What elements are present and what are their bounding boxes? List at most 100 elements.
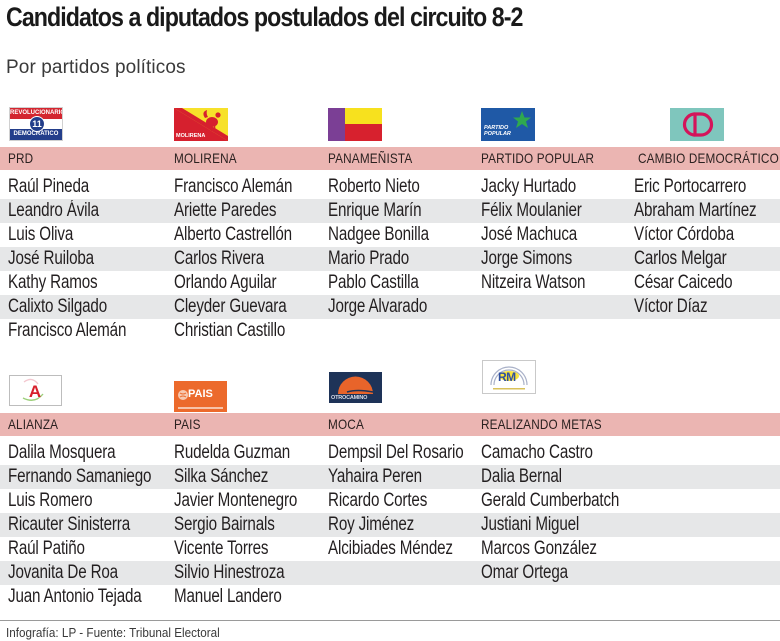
pais-logo-subline — [178, 407, 223, 409]
candidate-name: Alberto Castrellón — [174, 224, 292, 245]
footer-divider — [0, 620, 780, 621]
table-row: José Ruiloba Carlos Rivera Mario Prado J… — [0, 247, 780, 271]
page-subtitle: Por partidos políticos — [6, 57, 186, 78]
page-title: Candidatos a diputados postulados del ci… — [6, 2, 523, 32]
candidate-name: Gerald Cumberbatch — [481, 490, 620, 511]
molirena-logo-icon: MOLIRENA — [174, 108, 228, 141]
candidate-name: Enrique Marín — [328, 200, 422, 221]
candidate-name: Calixto Silgado — [8, 296, 107, 317]
candidate-name: Juan Antonio Tejada — [8, 586, 142, 607]
candidate-name: Dalila Mosquera — [8, 442, 116, 463]
table-row: Jovanita De Roa Silvio Hinestroza Omar O… — [0, 561, 780, 585]
candidate-name: Abraham Martínez — [634, 200, 757, 221]
candidate-name: Silvio Hinestroza — [174, 562, 285, 583]
candidate-name: Camacho Castro — [481, 442, 593, 463]
table-row: Raúl Pineda Francisco Alemán Roberto Nie… — [0, 175, 780, 199]
cambio-democratico-logo-icon — [670, 108, 724, 141]
candidate-name: Francisco Alemán — [8, 320, 127, 341]
globe-icon — [178, 390, 188, 400]
candidate-name: Marcos González — [481, 538, 597, 559]
party-header-molirena: MOLIRENA — [174, 150, 237, 166]
prd-logo-top-text: REVOLUCIONARIO — [10, 108, 62, 119]
pais-logo-icon: PAIS — [174, 381, 227, 412]
candidate-name: Roy Jiménez — [328, 514, 415, 535]
candidate-name: Dempsil Del Rosario — [328, 442, 464, 463]
party-header-pais: PAIS — [174, 416, 201, 432]
candidate-name: Félix Moulanier — [481, 200, 582, 221]
candidates-table-2: Dalila Mosquera Rudelda Guzman Dempsil D… — [0, 441, 780, 609]
party-header-moca: MOCA — [328, 416, 364, 432]
pp-logo-line1: PARTIDO — [484, 125, 509, 131]
candidate-name: Mario Prado — [328, 248, 410, 269]
prd-logo-bottom-text: DEMOCRATICO — [10, 129, 62, 140]
candidate-name: Víctor Díaz — [634, 296, 708, 317]
party-header-prd: PRD — [8, 150, 34, 166]
partido-popular-logo-label: PARTIDO POPULAR — [484, 125, 511, 137]
table-row: Leandro Ávila Ariette Paredes Enrique Ma… — [0, 199, 780, 223]
realizando-metas-logo-icon: RM — [482, 360, 536, 394]
table-row: Luis Romero Javier Montenegro Ricardo Co… — [0, 489, 780, 513]
candidate-name: Roberto Nieto — [328, 176, 420, 197]
candidate-name: Ricardo Cortes — [328, 490, 428, 511]
table-row: Luis Oliva Alberto Castrellón Nadgee Bon… — [0, 223, 780, 247]
candidate-name: Kathy Ramos — [8, 272, 98, 293]
candidate-name: Pablo Castilla — [328, 272, 419, 293]
candidate-name: Rudelda Guzman — [174, 442, 291, 463]
candidate-name: Nadgee Bonilla — [328, 224, 429, 245]
candidate-name: Nitzeira Watson — [481, 272, 586, 293]
candidate-name: Vicente Torres — [174, 538, 269, 559]
candidate-name: Ariette Paredes — [174, 200, 277, 221]
candidates-table-1: Raúl Pineda Francisco Alemán Roberto Nie… — [0, 175, 780, 343]
candidate-name: Luis Oliva — [8, 224, 74, 245]
moca-logo-label: OTROCAMINO — [331, 395, 368, 401]
pais-logo-label: PAIS — [188, 388, 213, 400]
candidate-name: Ricauter Sinisterra — [8, 514, 130, 535]
candidate-name: Luis Romero — [8, 490, 93, 511]
realizando-metas-logo-label: RM — [498, 370, 516, 384]
candidate-name: Sergio Bairnals — [174, 514, 275, 535]
party-header-band: PRD MOLIRENA PANAMEÑISTA PARTIDO POPULAR… — [0, 147, 780, 170]
molirena-logo-label: MOLIRENA — [176, 133, 206, 139]
alianza-logo-letter: A — [29, 382, 41, 401]
candidate-name: Yahaira Peren — [328, 466, 422, 487]
pp-logo-line2: POPULAR — [484, 131, 511, 137]
candidate-name: Justiani Miguel — [481, 514, 580, 535]
candidate-name: Víctor Córdoba — [634, 224, 734, 245]
party-header-panamenista: PANAMEÑISTA — [328, 150, 413, 166]
rooster-icon — [174, 108, 228, 141]
star-icon — [513, 111, 531, 128]
candidate-name: Alcibiades Méndez — [328, 538, 453, 559]
candidate-name: Manuel Landero — [174, 586, 282, 607]
party-header-realizando-metas: REALIZANDO METAS — [481, 416, 602, 432]
candidate-name: César Caicedo — [634, 272, 733, 293]
candidate-name: Carlos Rivera — [174, 248, 264, 269]
candidate-name: José Ruiloba — [8, 248, 94, 269]
table-row: Fernando Samaniego Silka Sánchez Yahaira… — [0, 465, 780, 489]
candidate-name: Eric Portocarrero — [634, 176, 747, 197]
candidate-name: Jovanita De Roa — [8, 562, 118, 583]
alianza-logo-icon: A — [9, 375, 62, 406]
candidate-name: Orlando Aguilar — [174, 272, 277, 293]
candidate-name: Carlos Melgar — [634, 248, 727, 269]
moca-logo-icon: OTROCAMINO — [329, 372, 382, 403]
candidate-name: Christian Castillo — [174, 320, 286, 341]
table-row: Kathy Ramos Orlando Aguilar Pablo Castil… — [0, 271, 780, 295]
panamenista-logo-icon — [328, 108, 382, 141]
candidate-name: Javier Montenegro — [174, 490, 298, 511]
candidate-name: Raúl Pineda — [8, 176, 90, 197]
table-row: Calixto Silgado Cleyder Guevara Jorge Al… — [0, 295, 780, 319]
table-row: Juan Antonio Tejada Manuel Landero — [0, 585, 780, 609]
candidate-name: Cleyder Guevara — [174, 296, 287, 317]
footer-credit: Infografía: LP - Fuente: Tribunal Electo… — [6, 625, 220, 640]
candidate-name: Raúl Patiño — [8, 538, 85, 559]
candidate-name: Omar Ortega — [481, 562, 568, 583]
party-header-band: ALIANZA PAIS MOCA REALIZANDO METAS — [0, 413, 780, 436]
candidate-name: Jorge Simons — [481, 248, 573, 269]
candidate-name: Leandro Ávila — [8, 200, 99, 221]
table-row: Ricauter Sinisterra Sergio Bairnals Roy … — [0, 513, 780, 537]
table-row: Francisco Alemán Christian Castillo — [0, 319, 780, 343]
candidate-name: Francisco Alemán — [174, 176, 293, 197]
party-header-cambio-democratico: CAMBIO DEMOCRÁTICO — [638, 150, 779, 166]
candidate-name: Dalia Bernal — [481, 466, 562, 487]
party-header-alianza: ALIANZA — [8, 416, 59, 432]
